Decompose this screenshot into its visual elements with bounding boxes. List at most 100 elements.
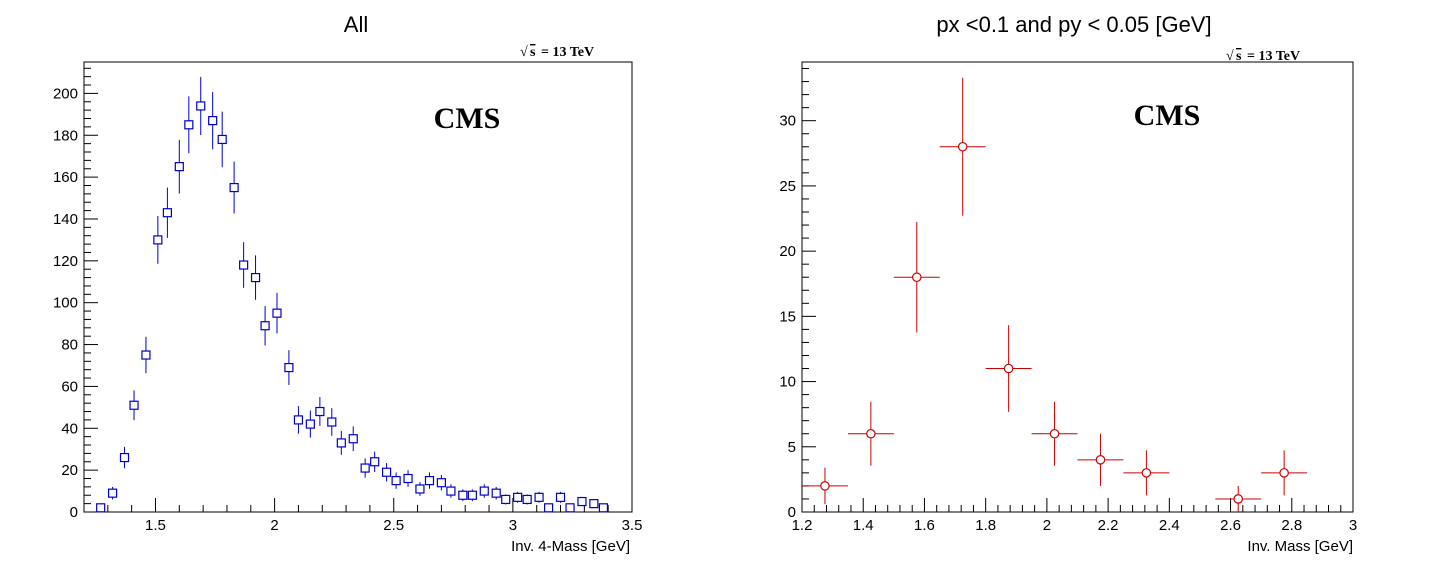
data-point — [1031, 401, 1078, 466]
data-point — [501, 494, 511, 505]
data-point — [327, 408, 337, 436]
plot-all-energy-text: = 13 TeV — [541, 45, 594, 60]
plot-px-py-cut-frame — [801, 61, 1354, 513]
y-tick-label: 0 — [788, 504, 796, 521]
data-point — [534, 491, 544, 503]
y-tick-label: 200 — [53, 85, 78, 102]
data-point — [555, 491, 566, 503]
data-point — [985, 325, 1032, 412]
data-point — [391, 472, 401, 489]
plot-px-py-cut-energy-root-symbol: √ — [1226, 49, 1234, 64]
y-tick-label: 140 — [53, 211, 78, 228]
data-point — [424, 472, 435, 489]
y-tick-label: 25 — [779, 178, 796, 195]
data-point — [272, 292, 282, 334]
plot-px-py-cut-energy-symbol: s — [1236, 49, 1242, 64]
data-point — [196, 76, 206, 136]
data-point — [513, 491, 523, 503]
y-tick-label: 100 — [53, 295, 78, 312]
plot-all-y-ticks: 0 20 40 60 80 100 120 140 160 180 200 — [53, 67, 98, 521]
plot-px-py-cut-title: px <0.1 and py < 0.05 [GeV] — [936, 12, 1211, 37]
x-tick-label: 3 — [509, 517, 517, 534]
data-point — [141, 336, 151, 374]
data-point — [589, 499, 599, 509]
plot-px-py-cut-x-axis-label: Inv. Mass [GeV] — [1247, 538, 1353, 555]
plot-all-energy-root-symbol: √ — [520, 45, 528, 60]
data-point — [436, 474, 446, 491]
plot-all-points — [96, 76, 609, 513]
data-point — [348, 426, 358, 452]
y-tick-label: 60 — [61, 378, 78, 395]
data-point — [107, 486, 118, 500]
data-point — [370, 451, 380, 473]
data-point — [260, 306, 270, 346]
data-point — [491, 486, 501, 500]
data-point — [1261, 450, 1308, 496]
plot-all-title: All — [344, 12, 368, 37]
plot-all-x-ticks: 1.5 2 2.5 3 3.5 — [83, 498, 643, 534]
plot-px-py-cut-points — [802, 77, 1308, 512]
data-point — [315, 397, 325, 426]
plot-px-py-cut-energy-text: = 13 TeV — [1247, 49, 1300, 64]
data-point — [446, 484, 456, 498]
y-tick-label: 5 — [788, 439, 796, 456]
y-tick-label: 120 — [53, 253, 78, 270]
data-point — [336, 431, 346, 455]
y-tick-label: 0 — [70, 504, 78, 521]
data-point — [544, 503, 554, 513]
data-point — [184, 96, 194, 154]
y-tick-label: 30 — [779, 113, 796, 130]
y-tick-label: 80 — [61, 337, 78, 354]
x-tick-label: 3 — [1349, 517, 1357, 534]
y-tick-label: 15 — [779, 308, 796, 325]
data-point — [153, 216, 163, 264]
data-point — [1215, 485, 1262, 512]
data-point — [284, 350, 294, 385]
y-tick-label: 40 — [61, 420, 78, 437]
data-point — [217, 111, 227, 168]
data-point — [293, 406, 304, 434]
y-tick-label: 180 — [53, 127, 78, 144]
plot-px-py-cut-cms-label: CMS — [1134, 99, 1201, 132]
y-tick-label: 20 — [61, 462, 78, 479]
data-point — [229, 161, 239, 214]
data-point — [119, 446, 130, 469]
x-tick-label: 2.4 — [1159, 517, 1180, 534]
plot-all-cms-label: CMS — [434, 102, 501, 135]
plot-all-frame — [83, 61, 633, 513]
data-point — [129, 390, 139, 421]
x-tick-label: 3.5 — [622, 517, 643, 534]
plot-all-energy-label: √ s = 13 TeV — [520, 45, 594, 60]
data-point — [174, 139, 184, 194]
x-tick-label: 1.6 — [914, 517, 935, 534]
data-point — [598, 503, 609, 513]
data-point — [847, 401, 894, 466]
data-point — [467, 489, 477, 502]
plot-all-energy-symbol: s — [530, 45, 536, 60]
plot-px-py-cut: px <0.1 and py < 0.05 [GeV] √ s = 13 TeV… — [779, 12, 1357, 555]
x-tick-label: 2 — [270, 517, 278, 534]
data-point — [305, 410, 315, 438]
data-point — [939, 77, 986, 216]
x-tick-label: 2.6 — [1220, 517, 1241, 534]
data-point — [1077, 433, 1124, 486]
data-point — [403, 470, 413, 487]
x-tick-label: 2.5 — [383, 517, 404, 534]
plot-all-x-axis-label: Inv. 4-Mass [GeV] — [511, 538, 630, 555]
x-tick-label: 1.2 — [792, 517, 813, 534]
x-tick-label: 1.5 — [145, 517, 166, 534]
data-point — [565, 503, 575, 513]
x-tick-label: 2.2 — [1098, 517, 1119, 534]
plot-px-py-cut-energy-label: √ s = 13 TeV — [1226, 49, 1300, 64]
data-point — [360, 458, 370, 478]
x-tick-label: 2.8 — [1281, 517, 1302, 534]
y-tick-label: 160 — [53, 169, 78, 186]
data-point — [577, 496, 587, 507]
plot-px-py-cut-y-ticks: 0 5 10 15 20 25 30 — [779, 68, 816, 521]
x-tick-label: 1.4 — [853, 517, 874, 534]
data-point — [893, 221, 940, 333]
data-point — [1123, 450, 1170, 496]
x-tick-label: 1.8 — [975, 517, 996, 534]
data-point — [250, 255, 261, 300]
